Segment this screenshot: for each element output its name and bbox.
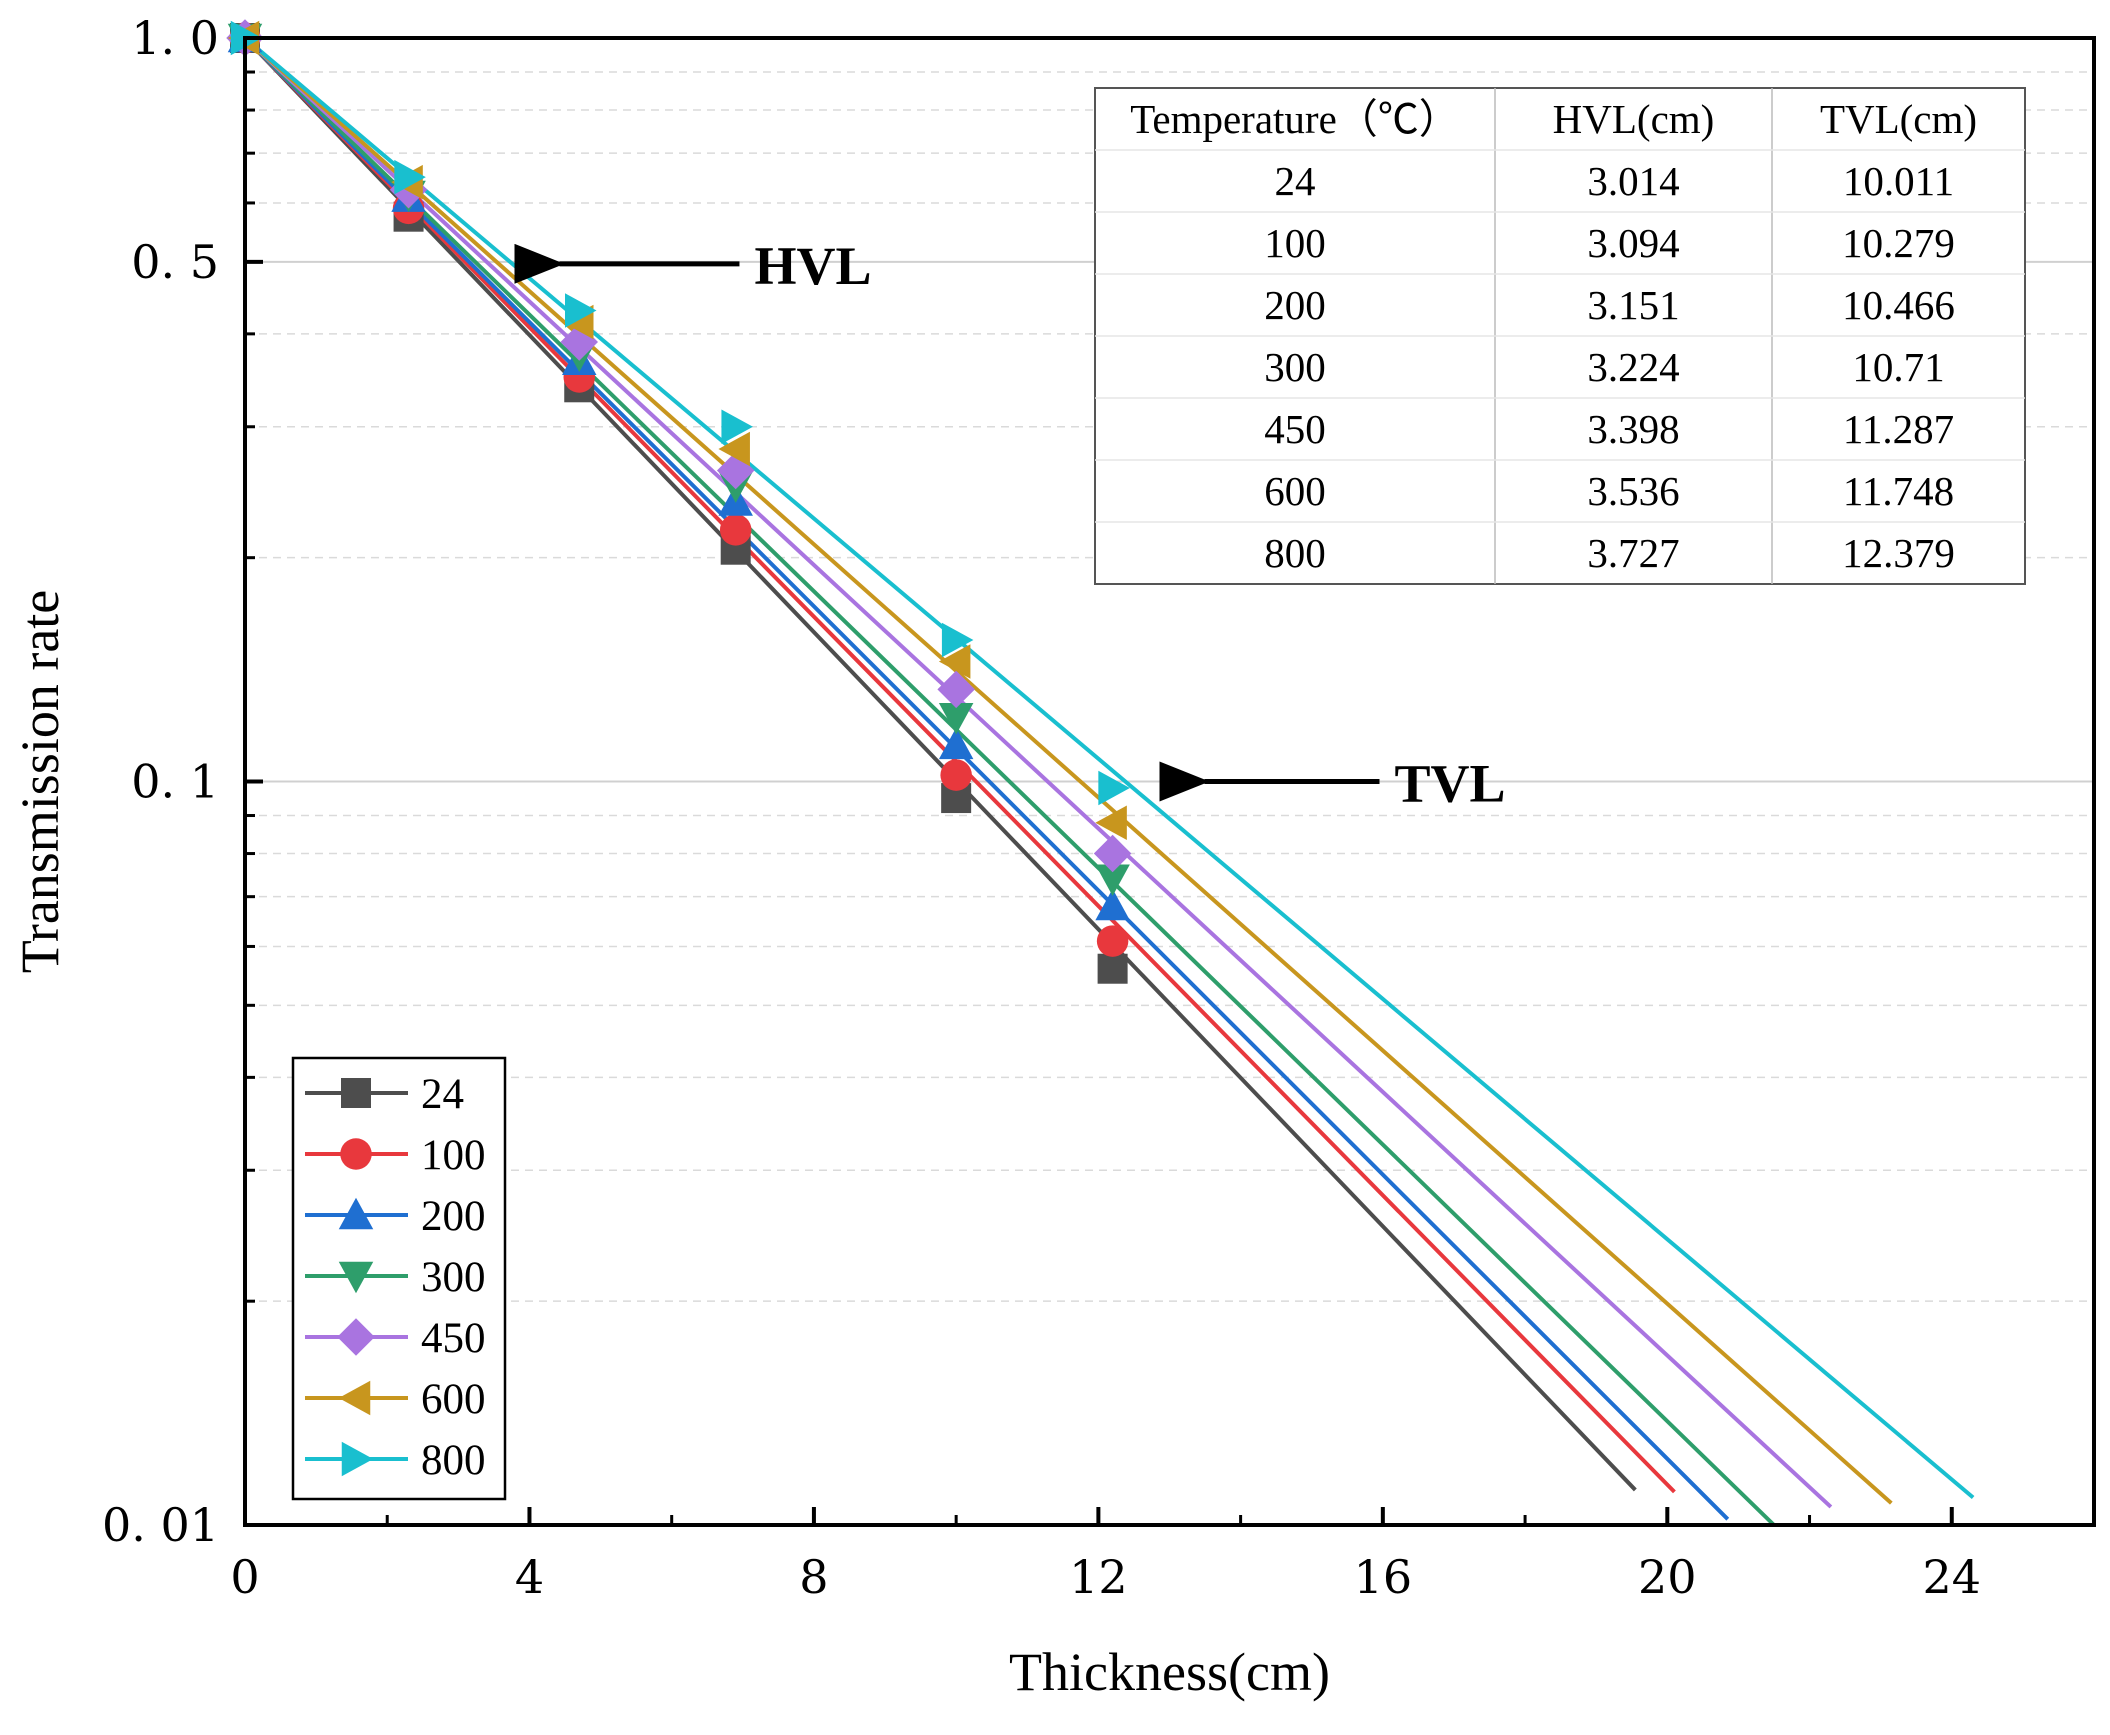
data-point-450 [937,670,975,709]
legend-marker-100 [340,1138,372,1170]
series-line-450 [243,36,1833,1509]
x-axis-title: Thickness(cm) [1009,1642,1330,1702]
table-cell: 10.279 [1842,220,1955,266]
x-tick-label: 8 [799,1550,828,1604]
table-cell: 24 [1275,158,1316,204]
table-cell: 10.011 [1843,158,1954,204]
table-cell: 3.536 [1587,468,1679,514]
data-point-200 [938,727,974,760]
table-cell: 11.287 [1843,406,1954,452]
data-point-600 [718,431,750,467]
table-cell: 12.379 [1842,530,1955,576]
legend-label: 100 [421,1132,486,1179]
y-tick-label: 0. 01 [102,1498,219,1552]
table-cell: 3.151 [1587,282,1679,328]
legend-marker-600 [338,1380,371,1416]
legend-marker-300 [338,1261,374,1294]
legend: 24 100 200 300 450 600 800 [291,1056,507,1501]
legend-label: 200 [421,1193,486,1240]
x-tick-label: 12 [1069,1550,1128,1604]
data-point-800 [941,622,974,658]
tvl-annotation-label: TVL [1395,754,1506,814]
table-cell: 300 [1264,344,1326,390]
legend-marker-200 [338,1197,374,1230]
table-header-cell: HVL(cm) [1553,96,1715,142]
legend-marker-450 [337,1318,375,1356]
table-cell: 3.727 [1587,530,1679,576]
table-cell: 200 [1264,282,1326,328]
x-tick-label: 20 [1638,1550,1697,1604]
table-cell: 3.094 [1587,220,1679,266]
table-header-cell: TVL(cm) [1820,96,1977,142]
legend-marker-24 [341,1078,371,1108]
data-point-300 [1095,864,1130,896]
y-axis-title: Transmission rate [10,590,70,974]
legend-label: 600 [421,1376,486,1423]
data-point-800 [394,159,426,195]
table-cell: 10.71 [1852,344,1944,390]
data-point-100 [1096,925,1129,957]
table-cell: 3.398 [1587,406,1679,452]
table-cell: 3.014 [1587,158,1679,204]
table-cell: 600 [1264,468,1326,514]
data-point-800 [721,409,753,445]
axis-ticks: 0 4 8 12 16 20 24 1. 0 0. 5 0. 1 0. 01 [102,11,1981,1604]
series-line-300 [243,36,1776,1527]
x-tick-label: 16 [1354,1550,1413,1604]
hvl-tvl-table: Temperature（℃） HVL(cm) TVL(cm) 24 3.014 10.01… [1094,87,2026,585]
table-cell: 3.224 [1587,344,1679,390]
y-tick-label: 1. 0 [131,11,219,65]
legend-label: 800 [421,1437,486,1484]
table-header-cell: Temperature（℃） [1130,96,1460,142]
data-point-800 [1098,770,1130,806]
data-point-24 [1097,953,1128,984]
data-point-100 [719,514,752,546]
series-line-24 [243,36,1637,1492]
x-tick-label: 24 [1922,1550,1981,1604]
series-markers [226,19,1132,984]
table-cell: 800 [1264,530,1326,576]
table-cell: 450 [1264,406,1326,452]
table-cell: 10.466 [1842,282,1955,328]
table-cell: 100 [1264,220,1326,266]
data-point-600 [1095,805,1127,841]
legend-marker-800 [341,1441,374,1477]
x-tick-label: 0 [230,1550,259,1604]
x-tick-label: 4 [515,1550,544,1604]
data-point-600 [938,644,971,679]
legend-label: 300 [421,1254,486,1301]
table-cell: 11.748 [1843,468,1954,514]
y-tick-label: 0. 1 [131,755,219,809]
annotations: HVL TVL [514,236,1506,814]
data-point-300 [938,703,974,735]
legend-label: 24 [421,1071,464,1118]
data-point-450 [1093,834,1132,873]
data-point-200 [1095,888,1130,921]
legend-label: 450 [421,1315,486,1362]
data-point-100 [940,759,972,791]
series-line-200 [243,36,1730,1521]
y-tick-label: 0. 5 [131,235,219,289]
data-point-800 [564,293,597,328]
hvl-annotation-label: HVL [754,236,871,296]
legend-box [291,1056,507,1501]
